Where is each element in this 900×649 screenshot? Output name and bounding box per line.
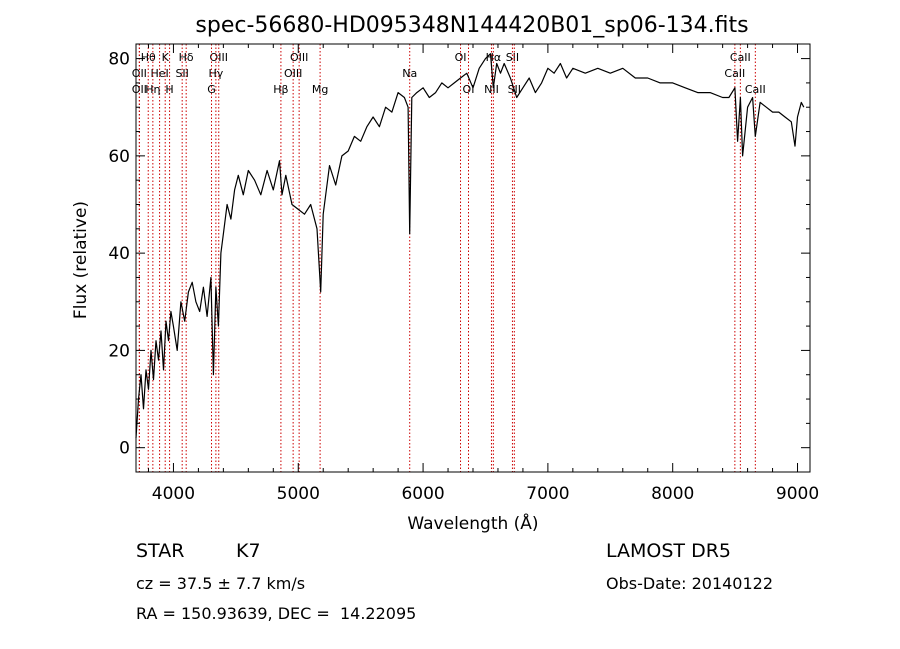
y-tick-label-4: 80 xyxy=(108,50,130,70)
object-class: STAR xyxy=(136,540,185,562)
x-tick-label-1: 5000 xyxy=(277,484,320,504)
y-tick-label-2: 40 xyxy=(108,244,130,264)
spectral-line-label-21: NII xyxy=(484,83,499,96)
plot-frame xyxy=(135,43,811,473)
spectral-line-label-6: H xyxy=(165,83,173,96)
spectral-line-label-14: Hβ xyxy=(273,83,288,96)
y-tick-label-1: 20 xyxy=(108,341,130,361)
spectral-line-label-18: OI xyxy=(463,83,475,96)
spectral-line-label-20: SII xyxy=(506,51,519,64)
spectrum-series xyxy=(135,53,805,439)
spectral-line-label-9: OIII xyxy=(210,51,228,64)
observation-date: Obs-Date: 20140122 xyxy=(606,574,774,593)
spectral-line-label-19: Hα xyxy=(486,51,502,64)
spectral-line-label-8: SII xyxy=(175,67,188,80)
spectral-line-label-7: Hδ xyxy=(179,51,194,64)
spectral-line-label-13: OIII xyxy=(284,67,302,80)
x-tick-label-4: 8000 xyxy=(651,484,694,504)
spectrum-line-0 xyxy=(135,53,805,439)
coordinates: RA = 150.93639, DEC = 14.22095 xyxy=(136,604,417,623)
redshift-cz: cz = 37.5 ± 7.7 km/s xyxy=(136,574,306,593)
y-axis-label: Flux (relative) xyxy=(71,201,91,319)
spectral-line-label-12: OIII xyxy=(290,51,308,64)
axis-ticks: 4000 5000 6000 7000 8000 9000 0 20 40 60 80 xyxy=(108,44,819,504)
spectral-line-label-25: CaII xyxy=(745,83,766,96)
spectral-line-label-24: CaII xyxy=(724,67,745,80)
spectral-line-label-17: OI xyxy=(455,51,467,64)
spectral-line-label-11: G xyxy=(207,83,216,96)
spectral-line-label-16: Na xyxy=(402,67,417,80)
object-subclass: K7 xyxy=(236,540,261,562)
spectral-line-label-23: CaII xyxy=(730,51,751,64)
spectral-line-label-4: HeI xyxy=(150,67,168,80)
spectral-line-label-0: Hθ xyxy=(141,51,156,64)
x-tick-label-2: 6000 xyxy=(401,484,444,504)
spectral-line-label-15: Mg xyxy=(312,83,328,96)
y-tick-label-3: 60 xyxy=(108,147,130,167)
chart-title: spec-56680-HD095348N144420B01_sp06-134.f… xyxy=(195,13,748,38)
x-tick-label-3: 7000 xyxy=(526,484,569,504)
spectral-line-label-5: Hη xyxy=(145,83,160,96)
survey-name: LAMOST DR5 xyxy=(606,540,731,562)
y-tick-label-0: 0 xyxy=(119,439,130,459)
x-tick-label-5: 9000 xyxy=(776,484,819,504)
x-tick-label-0: 4000 xyxy=(152,484,195,504)
spectral-line-label-10: Hγ xyxy=(208,67,223,80)
spectral-line-label-3: K xyxy=(162,51,170,64)
x-axis-label: Wavelength (Å) xyxy=(407,512,538,534)
